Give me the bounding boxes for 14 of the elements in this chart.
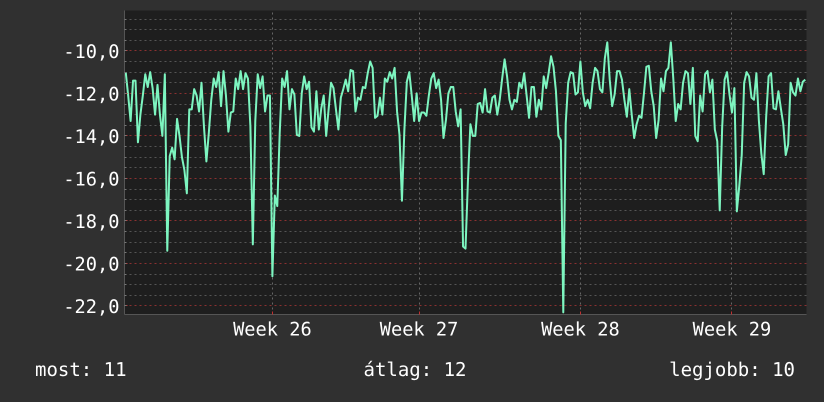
y-tick-label: -16,0	[63, 169, 120, 190]
y-tick-label: -18,0	[63, 212, 120, 233]
y-tick-label: -14,0	[63, 126, 120, 148]
y-tick-label: -10,0	[63, 42, 120, 63]
y-tick-label: -12,0	[63, 84, 120, 106]
text: most: 11	[35, 358, 128, 383]
text: átlag: 12	[362, 358, 468, 383]
x-tick-label: Week 29	[692, 320, 772, 340]
x-tick-label: Week 27	[380, 320, 458, 340]
x-tick-label: Week 26	[233, 320, 312, 340]
text: legjobb: 10	[668, 358, 795, 383]
x-tick-label: Week 28	[541, 320, 620, 340]
y-tick-label: -22,0	[63, 296, 120, 318]
y-tick-label: -20,0	[63, 254, 120, 276]
